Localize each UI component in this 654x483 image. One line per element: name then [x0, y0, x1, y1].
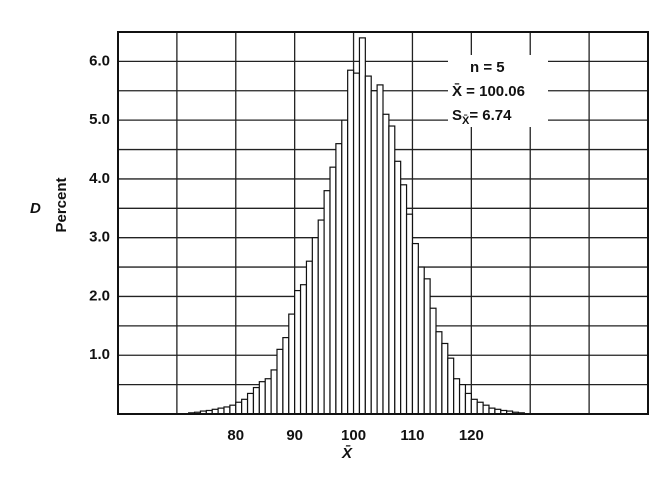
bar — [323, 190, 331, 415]
bar — [229, 404, 237, 415]
bar — [252, 386, 260, 415]
bar — [288, 313, 296, 415]
y-tick-label: 1.0 — [89, 346, 110, 363]
bar — [376, 84, 384, 415]
bar — [382, 113, 390, 415]
annotation: X̄ = 100.06 — [452, 82, 525, 100]
bar — [358, 37, 366, 415]
bar — [264, 378, 272, 415]
y-axis-label: Percent — [53, 177, 70, 232]
x-tick-label: 80 — [227, 427, 244, 444]
bar — [241, 398, 249, 415]
bar — [311, 237, 319, 415]
y-tick-label: 2.0 — [89, 287, 110, 304]
x-tick-label: 120 — [459, 427, 484, 444]
bar — [294, 289, 302, 415]
x-tick-label: 100 — [341, 427, 366, 444]
y-tick-label: 3.0 — [89, 229, 110, 246]
bar — [423, 278, 431, 415]
bar — [347, 69, 355, 415]
y-tick-label: 6.0 — [89, 52, 110, 69]
panel-label: D — [30, 200, 41, 217]
bar — [464, 392, 472, 415]
bar — [235, 401, 243, 415]
bar — [299, 284, 308, 415]
y-tick-label: 5.0 — [89, 111, 110, 128]
bar — [352, 72, 361, 415]
bar — [341, 119, 349, 415]
bar — [258, 381, 266, 415]
bar — [329, 166, 337, 415]
bar — [394, 160, 402, 415]
bar — [405, 213, 414, 415]
plot-frame — [117, 31, 649, 415]
bar — [447, 357, 455, 415]
annotation-part: S — [452, 107, 462, 124]
bar — [305, 260, 313, 415]
bar — [388, 125, 396, 415]
annotation: n = 5 — [470, 59, 505, 76]
bar — [476, 401, 484, 415]
bar — [335, 143, 343, 415]
bar — [441, 342, 449, 415]
x-tick-label: 110 — [400, 427, 424, 444]
bar — [429, 307, 437, 415]
y-tick-label: 4.0 — [89, 170, 110, 187]
bar — [417, 266, 425, 415]
x-tick-label: 90 — [286, 427, 303, 444]
annotation-box — [448, 55, 548, 127]
bar — [276, 348, 284, 415]
annotation-part: = 6.74 — [469, 107, 512, 124]
bar — [223, 406, 231, 415]
bar — [435, 331, 443, 415]
bar — [453, 378, 461, 415]
bar — [400, 184, 408, 415]
bar — [458, 384, 467, 415]
annotation-part: n = 5 — [470, 59, 505, 76]
annotation: SX̄= 6.74 — [452, 107, 512, 127]
annotation-part: X̄ = 100.06 — [452, 82, 525, 100]
bar — [470, 398, 478, 415]
bar — [246, 392, 255, 415]
bar — [411, 242, 419, 415]
bar — [282, 337, 290, 415]
bar — [370, 90, 378, 415]
bar — [364, 75, 372, 415]
bar — [482, 404, 490, 415]
bar — [270, 369, 278, 415]
bar — [317, 219, 325, 415]
annotation-part: X̄ — [462, 115, 470, 127]
x-axis-label: X̄ — [341, 444, 353, 462]
